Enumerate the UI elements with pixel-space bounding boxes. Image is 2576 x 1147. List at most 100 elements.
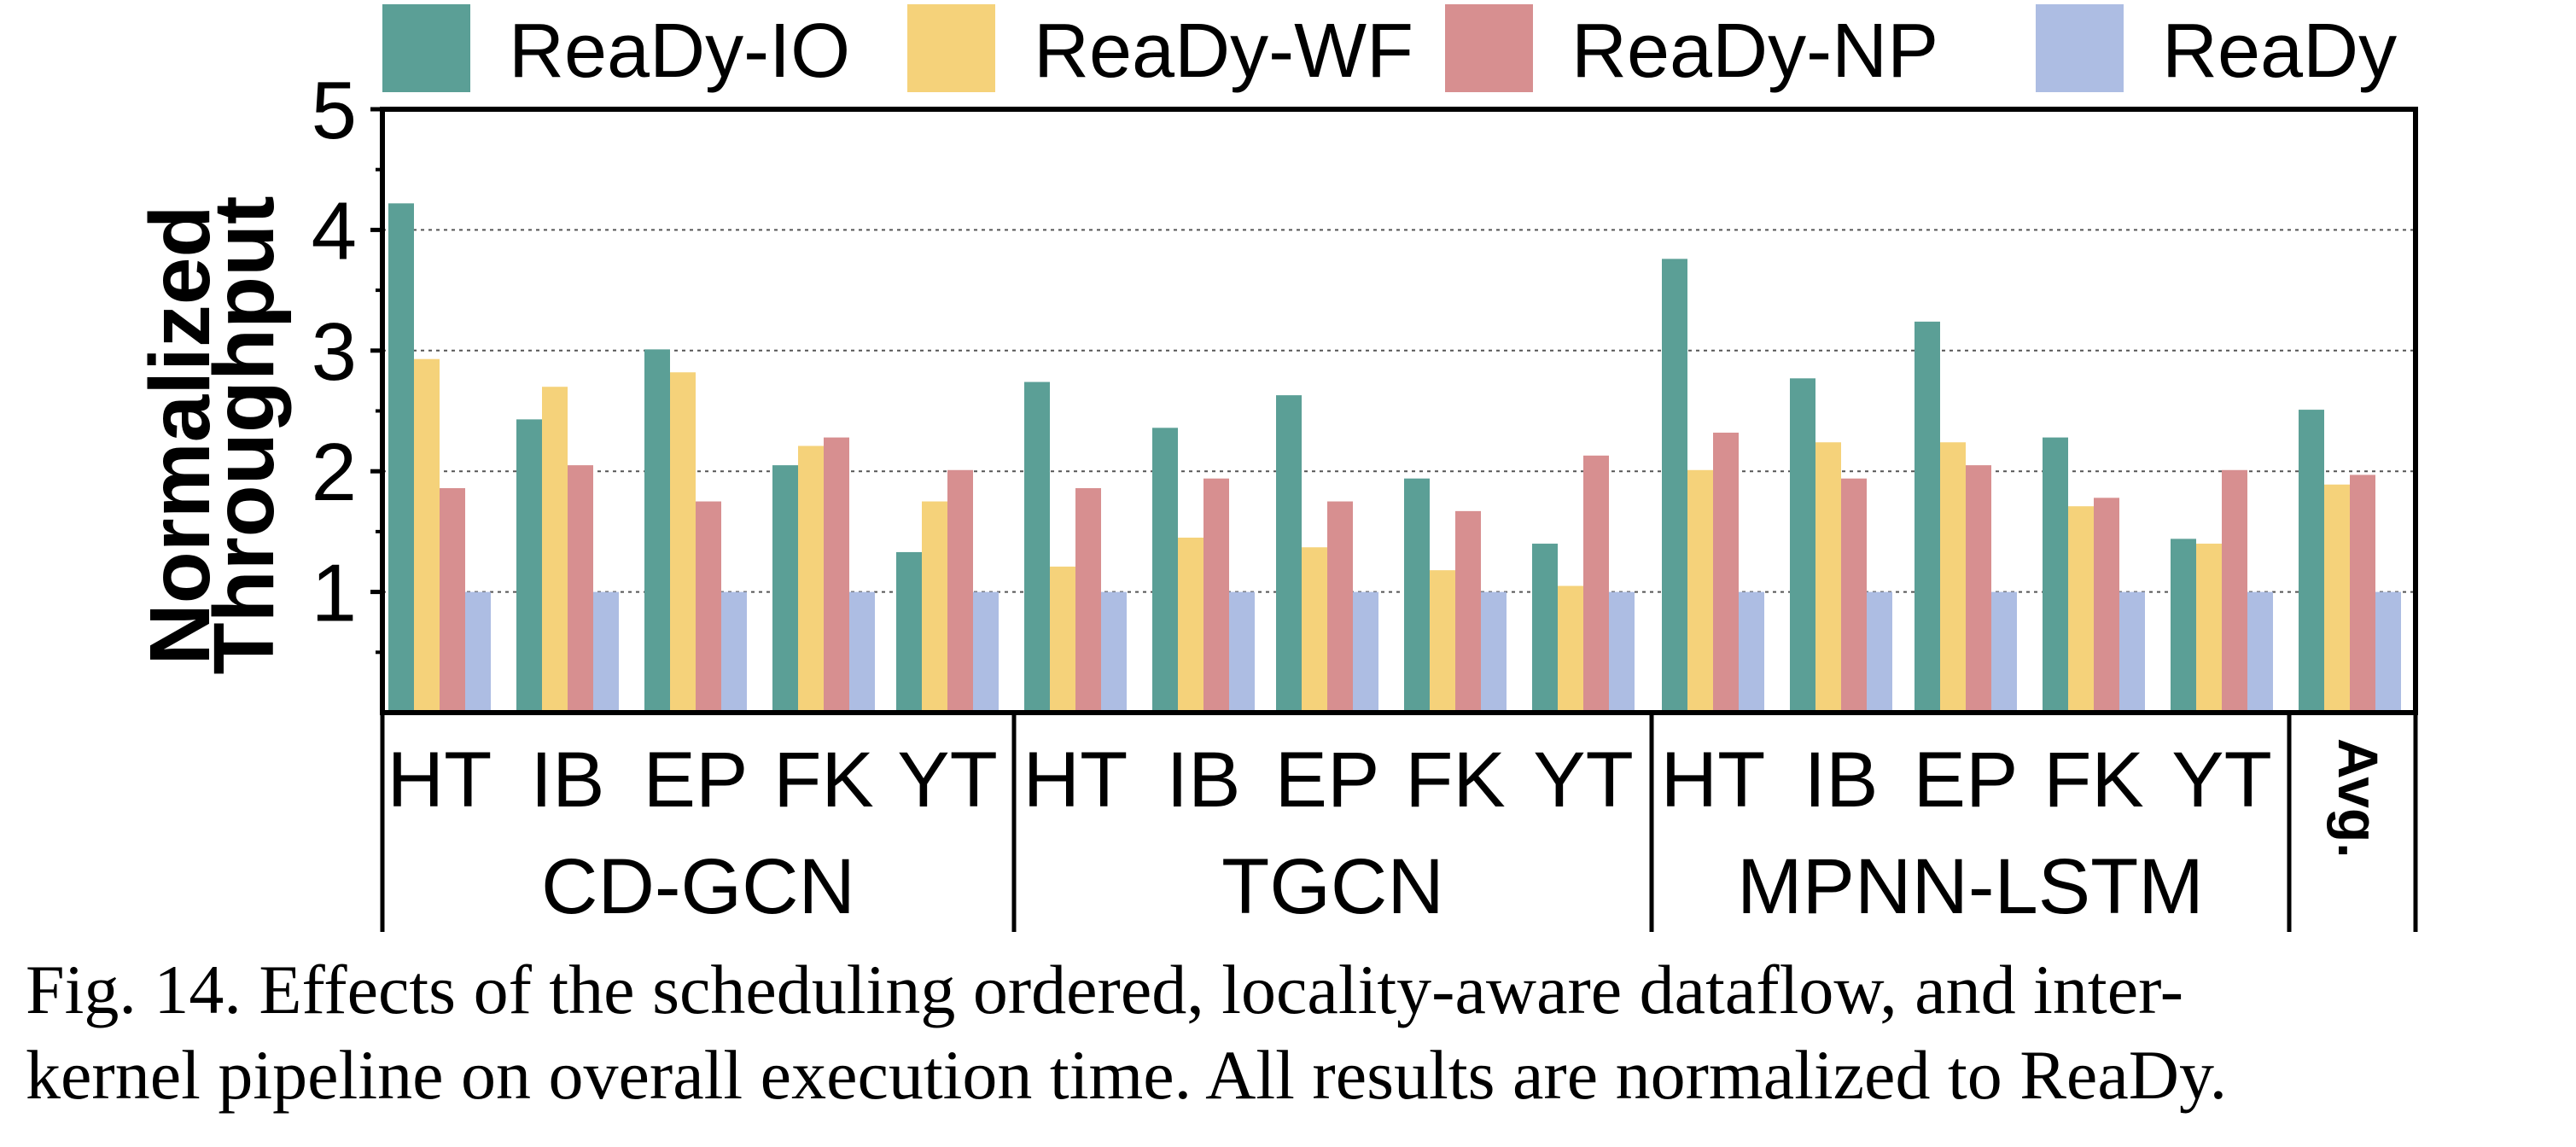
x-tick-label-mpnn-lstm-ep: EP xyxy=(1914,737,2019,824)
bar-mpnn-lstm-yt-ready-wf xyxy=(2196,544,2222,713)
bar-cd-gcn-yt-ready xyxy=(973,591,999,713)
bar-mpnn-lstm-ep-ready-io xyxy=(1915,321,1940,713)
bar-cd-gcn-fk-ready-wf xyxy=(798,445,824,713)
bar-tgcn-ht-ready-np xyxy=(1075,487,1101,713)
bar-mpnn-lstm-ep-ready-np xyxy=(1966,465,1991,713)
bar-cd-gcn-ib-ready-np xyxy=(568,465,593,713)
bar-tgcn-ib-ready-io xyxy=(1152,428,1178,713)
bar-cd-gcn-ep-ready-wf xyxy=(670,372,696,713)
bar-tgcn-ib-ready xyxy=(1229,591,1255,713)
legend-swatch-ready-np xyxy=(1445,4,1533,92)
x-tick-label-cd-gcn-ib: IB xyxy=(531,737,605,824)
x-tick-label-mpnn-lstm-ib: IB xyxy=(1804,737,1879,824)
legend-swatch-ready-io xyxy=(382,4,470,92)
x-tick-label-mpnn-lstm-yt: YT xyxy=(2171,737,2272,824)
bar-cd-gcn-ib-ready xyxy=(593,591,619,713)
y-axis-label-line-2: Throughput xyxy=(196,196,292,675)
bar-mpnn-lstm-ib-ready-wf xyxy=(1815,442,1841,713)
bar-mpnn-lstm-ht-ready xyxy=(1739,591,1764,713)
y-tick-label-3: 3 xyxy=(312,306,357,398)
bar-tgcn-ep-ready-np xyxy=(1327,501,1353,713)
bar-tgcn-ht-ready xyxy=(1101,591,1127,713)
bar-cd-gcn-ht-ready xyxy=(465,591,491,713)
bar-mpnn-lstm-ht-ready-wf xyxy=(1687,469,1713,713)
bar-avg-ready-wf xyxy=(2324,484,2350,713)
bar-cd-gcn-ht-ready-wf xyxy=(414,358,440,713)
group-label-tgcn: TGCN xyxy=(1221,843,1444,930)
bar-cd-gcn-fk-ready xyxy=(849,591,875,713)
bar-cd-gcn-ib-ready-io xyxy=(516,419,542,713)
legend-label-ready-io: ReaDy-IO xyxy=(509,9,850,94)
bar-tgcn-yt-ready-wf xyxy=(1558,585,1583,713)
bar-mpnn-lstm-ht-ready-io xyxy=(1662,259,1687,713)
x-tick-label-tgcn-yt: YT xyxy=(1533,737,1634,824)
bar-tgcn-fk-ready-np xyxy=(1455,510,1481,713)
x-tick-label-tgcn-ht: HT xyxy=(1023,737,1128,824)
bar-mpnn-lstm-fk-ready xyxy=(2119,591,2145,713)
bar-cd-gcn-ht-ready-np xyxy=(440,487,465,713)
legend-label-ready-wf: ReaDy-WF xyxy=(1034,9,1413,94)
bar-tgcn-ep-ready xyxy=(1353,591,1378,713)
legend-label-ready-np: ReaDy-NP xyxy=(1571,9,1938,94)
x-tick-label-tgcn-ib: IB xyxy=(1167,737,1241,824)
x-tick-label-cd-gcn-ep: EP xyxy=(644,737,749,824)
bar-mpnn-lstm-ib-ready xyxy=(1867,591,1892,713)
bar-tgcn-yt-ready-np xyxy=(1583,455,1609,713)
legend-label-ready: ReaDy xyxy=(2162,9,2397,94)
bar-mpnn-lstm-fk-ready-wf xyxy=(2068,506,2094,713)
bar-tgcn-fk-ready-wf xyxy=(1430,570,1455,713)
bar-cd-gcn-yt-ready-wf xyxy=(922,501,947,713)
bar-mpnn-lstm-ib-ready-io xyxy=(1790,378,1815,713)
bar-cd-gcn-ht-ready-io xyxy=(388,203,414,713)
bar-tgcn-ib-ready-np xyxy=(1203,478,1229,713)
bar-mpnn-lstm-ep-ready-wf xyxy=(1940,442,1966,713)
bar-cd-gcn-ep-ready-io xyxy=(644,349,670,713)
bar-cd-gcn-yt-ready-io xyxy=(896,551,922,713)
x-tick-label-cd-gcn-fk: FK xyxy=(773,737,874,824)
y-tick-label-4: 4 xyxy=(312,185,357,277)
x-tick-label-cd-gcn-yt: YT xyxy=(897,737,998,824)
bar-cd-gcn-fk-ready-np xyxy=(824,437,849,713)
bar-mpnn-lstm-fk-ready-io xyxy=(2043,437,2068,713)
y-tick-label-1: 1 xyxy=(312,548,357,639)
caption-line-1: Fig. 14. Effects of the scheduling order… xyxy=(26,951,2184,1028)
y-axis-label-line-1: Normalized xyxy=(132,205,228,665)
bar-cd-gcn-fk-ready-io xyxy=(772,465,798,713)
bar-tgcn-yt-ready-io xyxy=(1532,544,1558,713)
bar-mpnn-lstm-fk-ready-np xyxy=(2094,498,2119,713)
x-tick-label-mpnn-lstm-fk: FK xyxy=(2043,737,2144,824)
x-tick-label-mpnn-lstm-ht: HT xyxy=(1661,737,1766,824)
bar-cd-gcn-ep-ready-np xyxy=(696,501,721,713)
bar-tgcn-ht-ready-io xyxy=(1024,381,1050,713)
y-tick-label-2: 2 xyxy=(312,427,357,518)
bar-mpnn-lstm-yt-ready-np xyxy=(2222,469,2247,713)
bar-tgcn-ep-ready-io xyxy=(1276,395,1302,713)
caption-line-2: kernel pipeline on overall execution tim… xyxy=(26,1036,2228,1114)
bar-mpnn-lstm-ep-ready xyxy=(1991,591,2017,713)
bar-mpnn-lstm-yt-ready-io xyxy=(2171,539,2196,713)
bar-tgcn-ep-ready-wf xyxy=(1302,547,1327,713)
bar-cd-gcn-ib-ready-wf xyxy=(542,387,568,713)
bar-mpnn-lstm-ib-ready-np xyxy=(1841,478,1867,713)
x-tick-label-avg: Avg. xyxy=(2327,738,2390,859)
bar-avg-ready-io xyxy=(2299,410,2324,713)
y-tick-label-5: 5 xyxy=(312,65,357,156)
bar-cd-gcn-ep-ready xyxy=(721,591,747,713)
group-label-mpnn-lstm: MPNN-LSTM xyxy=(1737,843,2204,930)
x-tick-label-tgcn-ep: EP xyxy=(1275,737,1380,824)
bar-tgcn-fk-ready xyxy=(1481,591,1507,713)
bar-tgcn-fk-ready-io xyxy=(1404,478,1430,713)
bar-cd-gcn-yt-ready-np xyxy=(947,469,973,713)
bar-avg-ready xyxy=(2375,591,2401,713)
group-label-cd-gcn: CD-GCN xyxy=(541,843,855,930)
figure-caption: Fig. 14. Effects of the scheduling order… xyxy=(26,947,2561,1118)
bar-mpnn-lstm-ht-ready-np xyxy=(1713,432,1739,713)
bar-tgcn-ib-ready-wf xyxy=(1178,537,1203,713)
bar-tgcn-yt-ready xyxy=(1609,591,1635,713)
legend-swatch-ready xyxy=(2036,4,2124,92)
bar-mpnn-lstm-yt-ready xyxy=(2247,591,2273,713)
bar-tgcn-ht-ready-wf xyxy=(1050,566,1075,713)
x-tick-label-cd-gcn-ht: HT xyxy=(388,737,492,824)
